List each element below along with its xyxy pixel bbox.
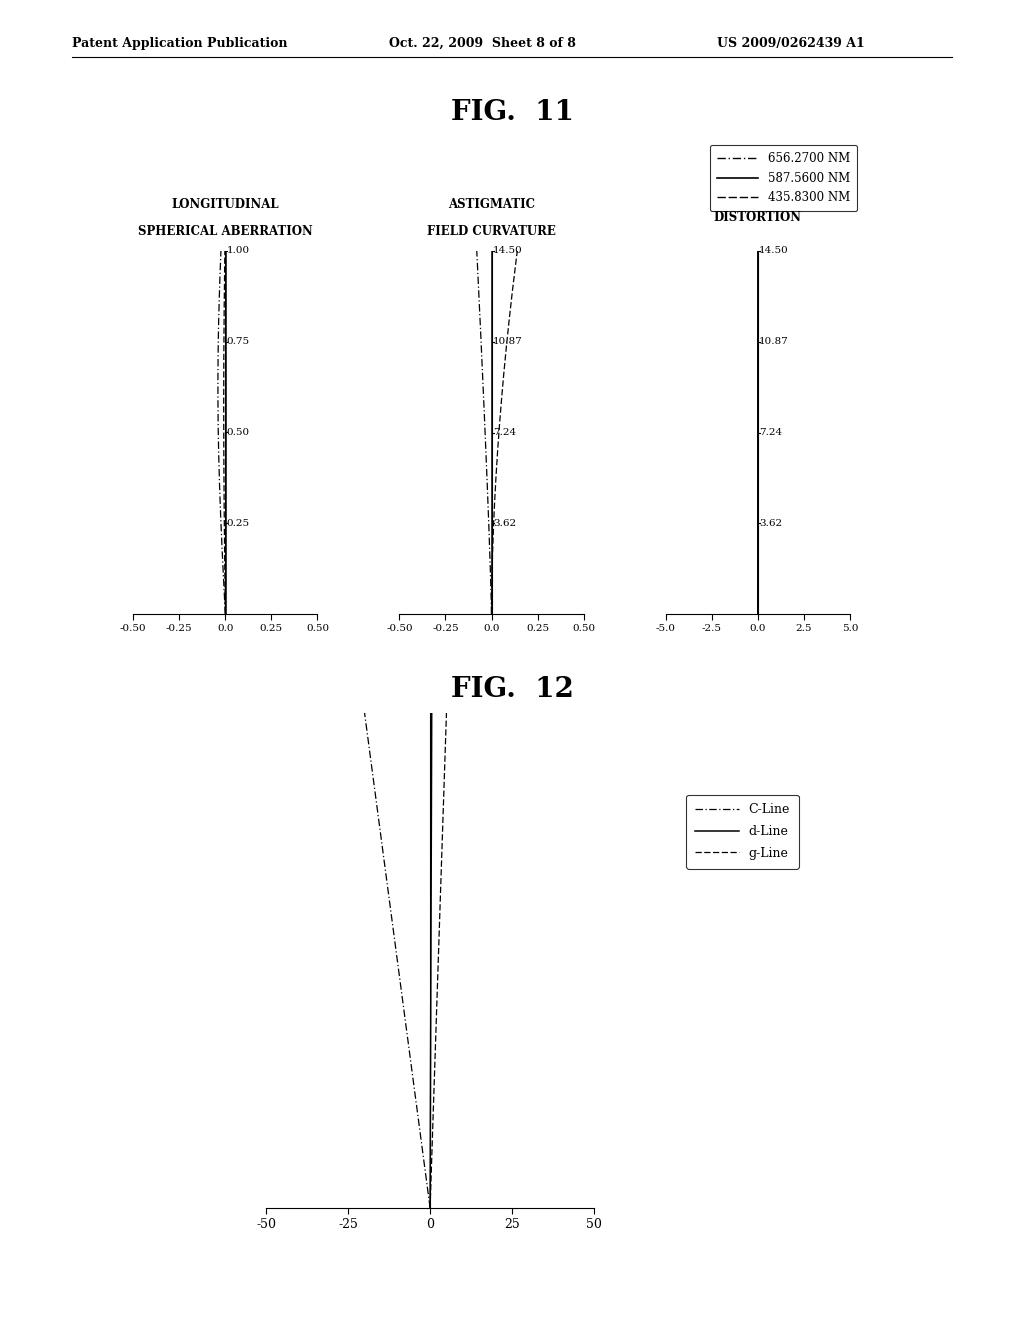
Text: 10.87: 10.87 <box>759 337 788 346</box>
Text: Oct. 22, 2009  Sheet 8 of 8: Oct. 22, 2009 Sheet 8 of 8 <box>389 37 575 50</box>
Text: 7.24: 7.24 <box>759 428 782 437</box>
Text: 10.87: 10.87 <box>493 337 522 346</box>
Text: 3.62: 3.62 <box>493 519 516 528</box>
Text: 14.50: 14.50 <box>493 247 522 255</box>
Text: 0.75: 0.75 <box>226 337 250 346</box>
Text: 0.25: 0.25 <box>226 519 250 528</box>
Legend: C-Line, d-Line, g-Line: C-Line, d-Line, g-Line <box>686 795 799 869</box>
Text: FIG.  12: FIG. 12 <box>451 676 573 702</box>
Text: ASTIGMATIC: ASTIGMATIC <box>449 198 535 211</box>
Text: 0.50: 0.50 <box>226 428 250 437</box>
Legend: 656.2700 NM, 587.5600 NM, 435.8300 NM: 656.2700 NM, 587.5600 NM, 435.8300 NM <box>710 145 857 211</box>
Text: 14.50: 14.50 <box>759 247 788 255</box>
Text: FIG.  11: FIG. 11 <box>451 99 573 125</box>
Text: 3.62: 3.62 <box>759 519 782 528</box>
Text: FIELD CURVATURE: FIELD CURVATURE <box>427 224 556 238</box>
Text: 7.24: 7.24 <box>493 428 516 437</box>
Text: 1.00: 1.00 <box>226 247 250 255</box>
Text: US 2009/0262439 A1: US 2009/0262439 A1 <box>717 37 864 50</box>
Text: Patent Application Publication: Patent Application Publication <box>72 37 287 50</box>
Text: LONGITUDINAL: LONGITUDINAL <box>171 198 280 211</box>
Text: SPHERICAL ABERRATION: SPHERICAL ABERRATION <box>138 224 312 238</box>
Text: DISTORTION: DISTORTION <box>714 211 802 224</box>
